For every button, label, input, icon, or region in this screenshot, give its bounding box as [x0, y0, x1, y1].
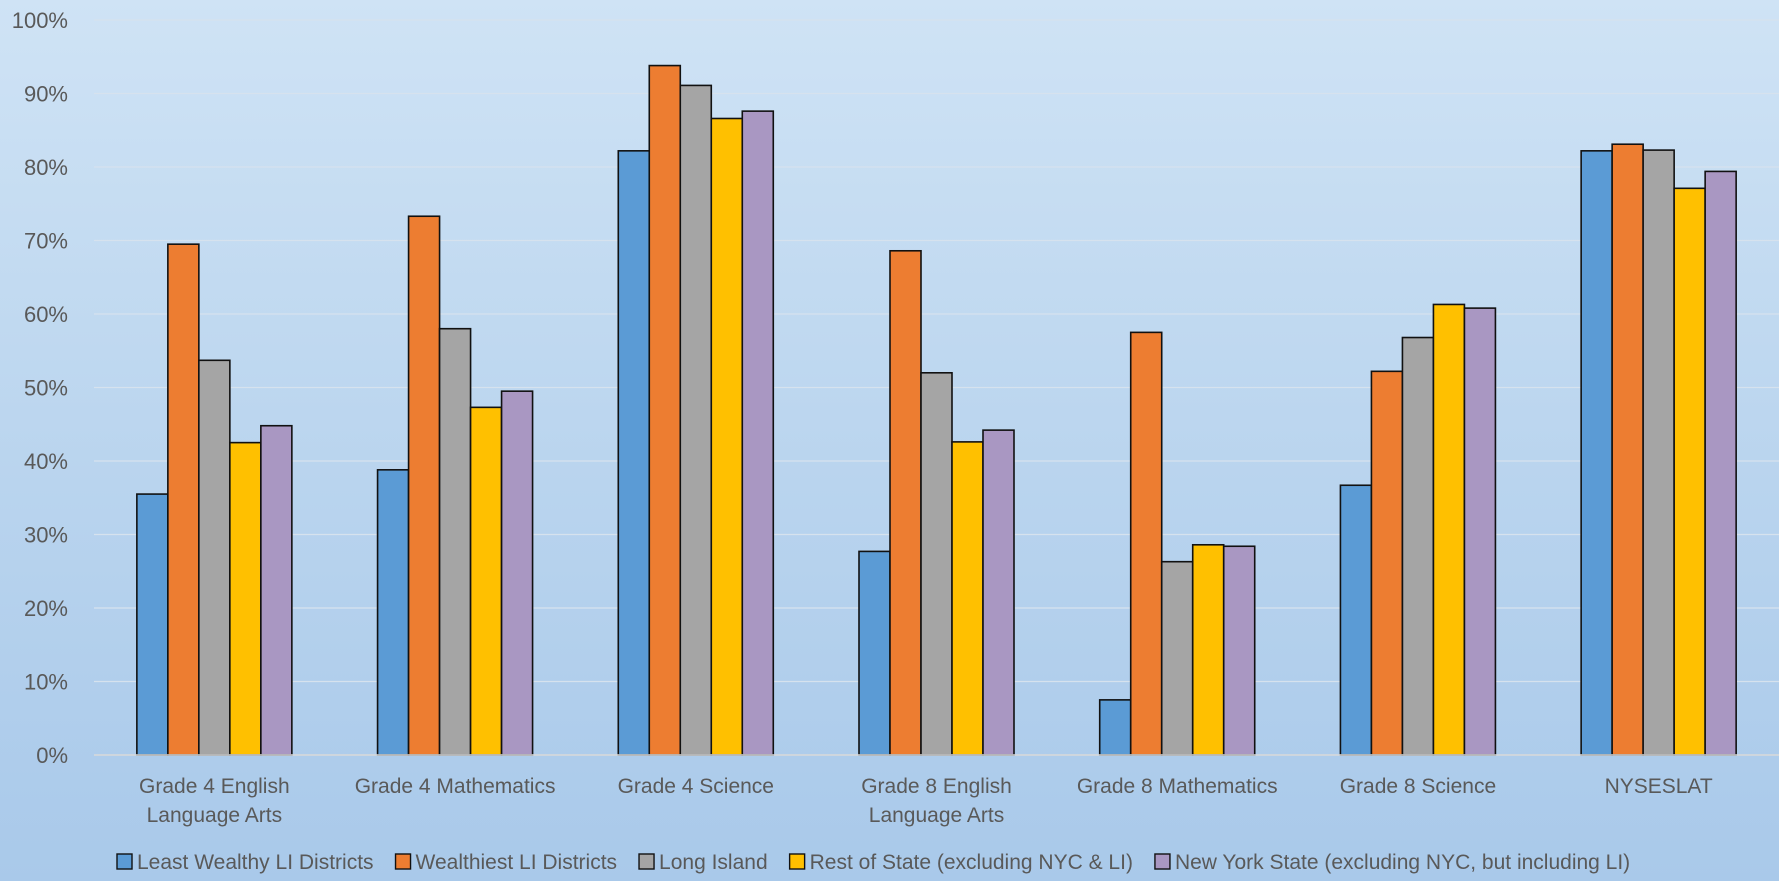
- y-tick-label: 10%: [24, 670, 68, 695]
- bar: [229, 441, 262, 756]
- bar: [617, 150, 651, 756]
- bar: [858, 550, 891, 756]
- legend-item: Rest of State (excluding NYC & LI): [788, 851, 1133, 874]
- bar: [1401, 336, 1435, 756]
- legend-swatch: [394, 853, 412, 870]
- y-tick-label: 30%: [24, 523, 68, 548]
- y-tick-label: 70%: [24, 229, 68, 254]
- legend-item: Least Wealthy LI Districts: [116, 851, 374, 874]
- bar: [1339, 484, 1373, 756]
- x-tick-label: Grade 8 Mathematics: [1077, 775, 1278, 798]
- legend-item: Long Island: [638, 851, 768, 874]
- legend-label: Rest of State (excluding NYC & LI): [810, 851, 1133, 874]
- bar: [198, 359, 231, 756]
- x-tick-label: Language Arts: [147, 804, 282, 827]
- bar: [741, 110, 775, 756]
- bar: [982, 429, 1015, 756]
- y-axis-ticks: 0% 10% 20% 30% 40% 50% 60% 70% 80% 90% 100%: [12, 8, 68, 768]
- legend-swatch: [116, 853, 133, 870]
- bar: [951, 441, 984, 756]
- legend-label: New York State (excluding NYC, but inclu…: [1175, 851, 1630, 874]
- bar: [1160, 560, 1194, 756]
- bar: [438, 327, 472, 756]
- x-tick-label: Grade 4 English: [139, 775, 290, 798]
- x-axis-labels: Grade 4 English Language Arts Grade 4 Math…: [139, 775, 1713, 827]
- legend: Least Wealthy LI Districts Wealthiest LI …: [116, 851, 1630, 874]
- x-tick-label: Language Arts: [869, 804, 1004, 827]
- bar: [1611, 143, 1644, 756]
- bar: [1580, 150, 1613, 756]
- bar: [1370, 370, 1404, 756]
- legend-label: Wealthiest LI Districts: [416, 851, 618, 874]
- bar: [1432, 303, 1466, 756]
- bar: [376, 469, 410, 756]
- bar: [1129, 331, 1163, 756]
- y-tick-label: 60%: [24, 302, 68, 327]
- y-tick-label: 50%: [24, 376, 68, 401]
- bar: [407, 215, 441, 756]
- legend-label: Long Island: [659, 851, 768, 874]
- y-tick-label: 80%: [24, 155, 68, 180]
- legend-item: New York State (excluding NYC, but inclu…: [1154, 851, 1630, 874]
- y-tick-label: 100%: [12, 8, 68, 33]
- bar: [710, 117, 744, 756]
- x-tick-label: Grade 8 Science: [1340, 775, 1496, 798]
- bar: [1642, 149, 1675, 756]
- bar: [167, 243, 200, 756]
- y-tick-label: 20%: [24, 596, 68, 621]
- y-tick-label: 40%: [24, 449, 68, 474]
- legend-swatch: [788, 853, 806, 870]
- bar: [260, 424, 293, 756]
- bar: [1191, 543, 1225, 756]
- legend-item: Wealthiest LI Districts: [394, 851, 618, 874]
- y-tick-label: 0%: [36, 743, 68, 768]
- y-tick-label: 90%: [24, 82, 68, 107]
- legend-swatch: [1154, 853, 1171, 870]
- bar: [1463, 307, 1497, 756]
- bar: [500, 390, 534, 756]
- bar: [889, 249, 922, 756]
- bar: [136, 493, 169, 756]
- bar: [1098, 699, 1132, 756]
- x-tick-label: Grade 4 Science: [618, 775, 774, 798]
- x-tick-label: NYSESLAT: [1605, 775, 1713, 798]
- bar: [1222, 545, 1256, 756]
- x-tick-label: Grade 4 Mathematics: [355, 775, 556, 798]
- legend-swatch: [638, 853, 655, 870]
- bars: [136, 64, 1737, 756]
- legend-label: Least Wealthy LI Districts: [137, 851, 374, 874]
- bar: [1673, 187, 1706, 756]
- bar: [1704, 170, 1737, 756]
- bar: [469, 406, 503, 756]
- x-tick-label: Grade 8 English: [861, 775, 1012, 798]
- bar: [679, 84, 713, 756]
- bar: [920, 371, 953, 756]
- bar: [648, 64, 682, 756]
